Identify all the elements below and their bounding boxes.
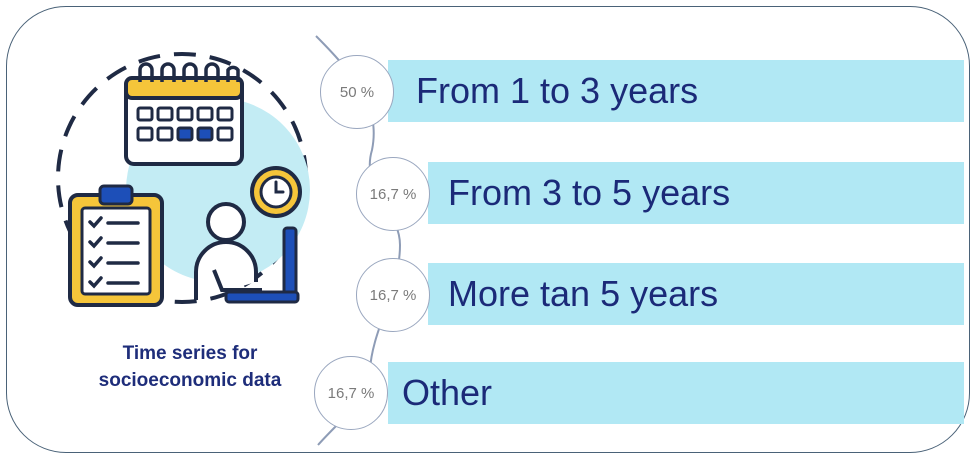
bar-label-1: From 1 to 3 years [416,70,699,111]
caption-line-1: Time series for [122,343,258,364]
bar-row-2: From 3 to 5 years [428,162,964,224]
percent-badge-3: 16,7 % [356,258,430,332]
bar-label-3: More tan 5 years [448,273,719,314]
time-series-illustration [56,52,310,307]
clipboard-checklist-icon [68,184,164,307]
person-at-laptop-icon [194,202,300,304]
percent-badge-1: 50 % [320,55,394,129]
bar-row-3: More tan 5 years [428,263,964,325]
bar-row-4: Other [388,362,964,424]
bar-row-1: From 1 to 3 years [388,60,964,122]
caption-line-2: socioeconomic data [98,370,282,391]
percent-badge-2: 16,7 % [356,157,430,231]
calendar-icon [124,62,244,166]
bar-label-2: From 3 to 5 years [448,172,731,213]
percent-badge-4: 16,7 % [314,356,388,430]
clock-icon [250,166,302,218]
illustration-caption: Time series for socioeconomic data [70,340,310,394]
bar-label-4: Other [402,372,493,413]
